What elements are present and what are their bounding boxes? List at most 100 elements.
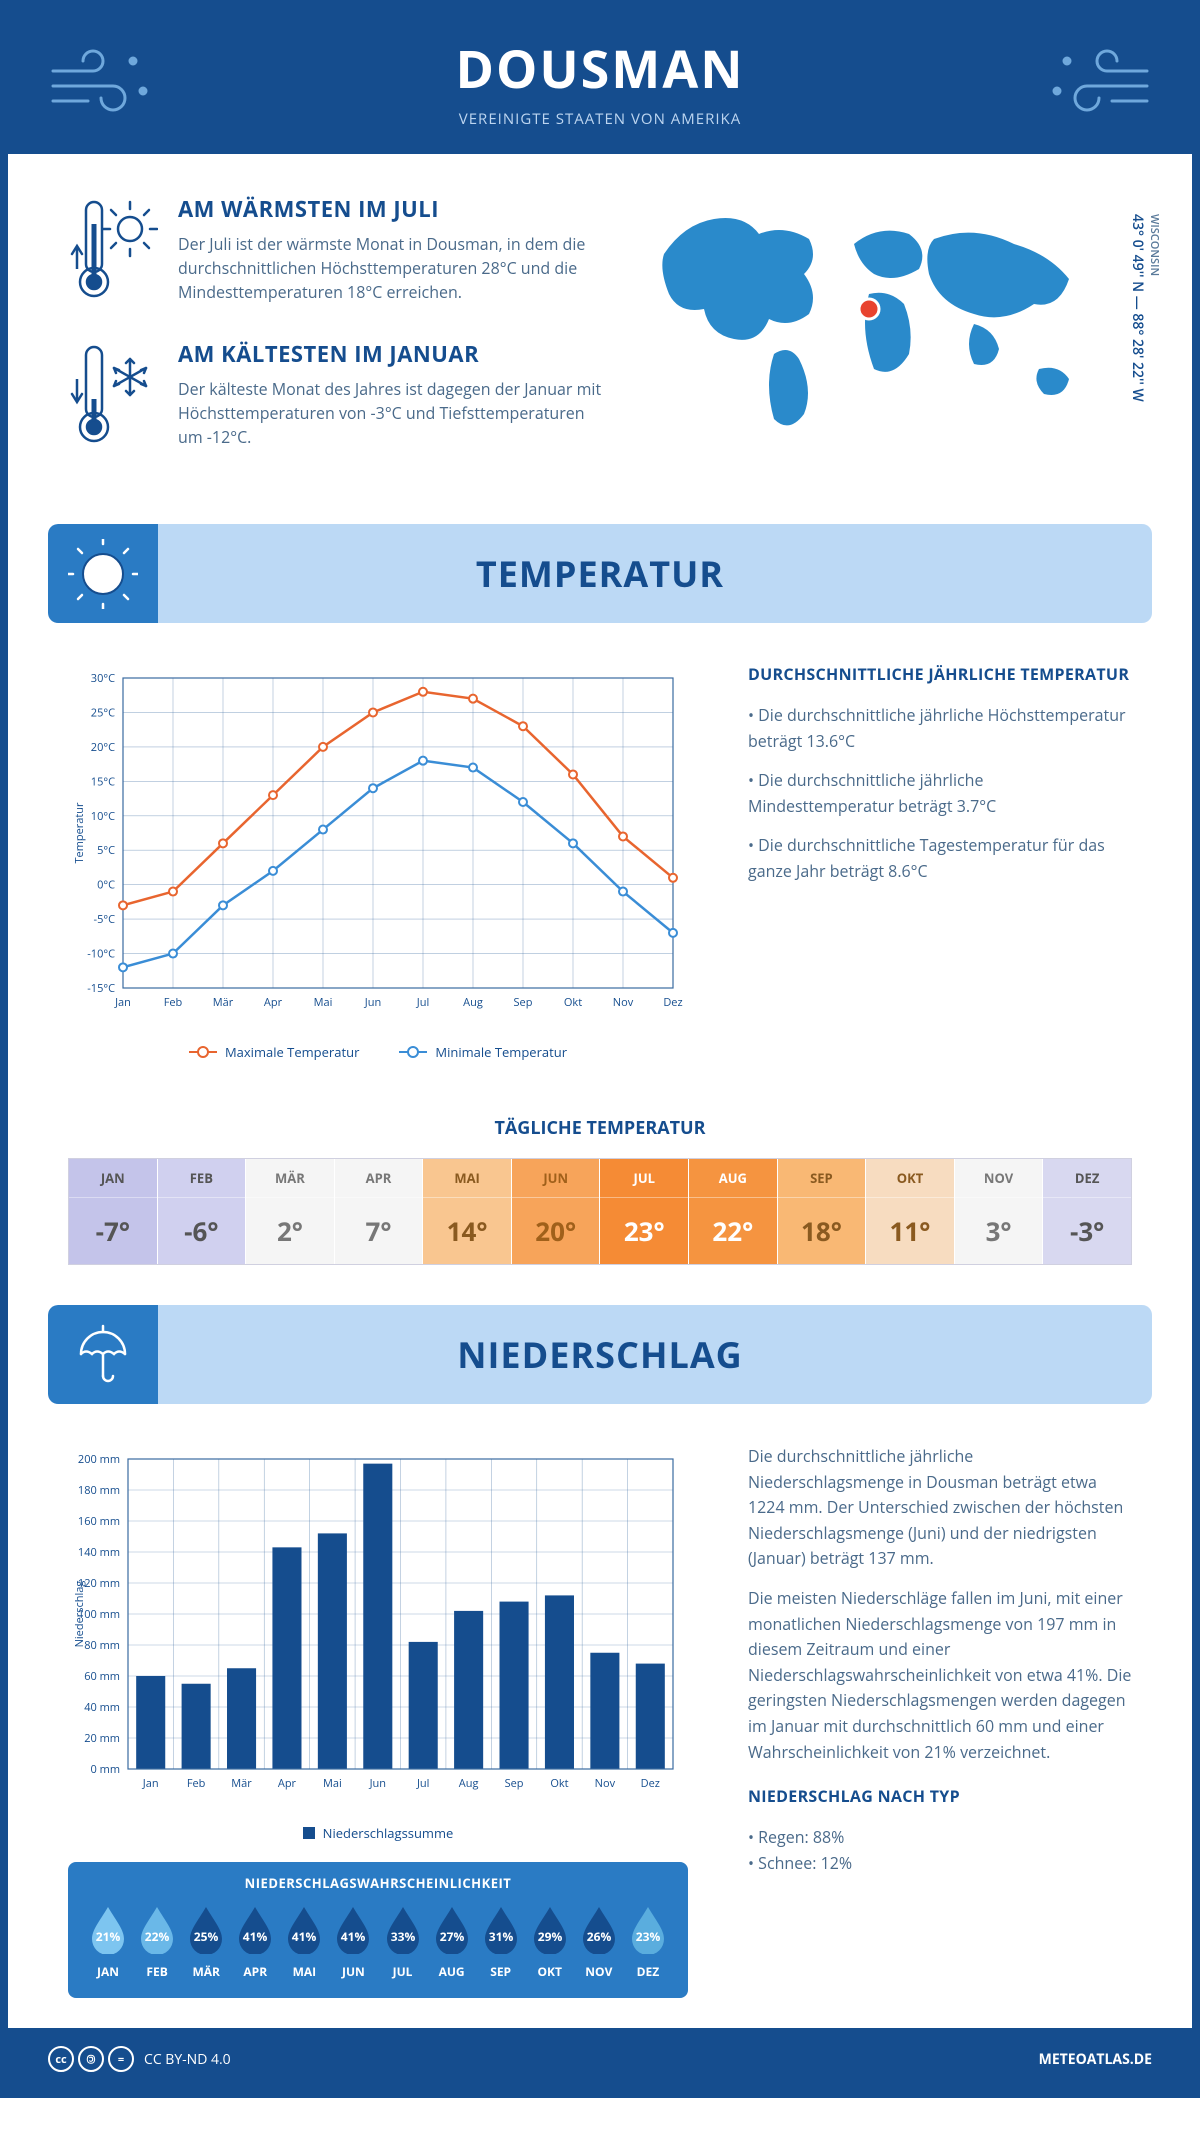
daily-temp-strip: JAN-7°FEB-6°MÄR2°APR7°MAI14°JUN20°JUL23°… — [68, 1158, 1132, 1265]
precip-p1: Die durchschnittliche jährliche Niedersc… — [748, 1444, 1132, 1572]
city-title: DOUSMAN — [48, 33, 1152, 104]
precip-legend: Niederschlagssumme — [68, 1824, 688, 1842]
svg-text:0°C: 0°C — [97, 878, 115, 893]
svg-text:Jul: Jul — [416, 995, 429, 1010]
svg-text:Nov: Nov — [613, 995, 634, 1010]
svg-text:21%: 21% — [96, 1928, 121, 1945]
temp-heading: TEMPERATUR — [48, 549, 1152, 598]
precipitation-chart: 0 mm20 mm40 mm60 mm80 mm100 mm120 mm140 … — [68, 1444, 688, 1804]
svg-text:Jan: Jan — [114, 995, 131, 1010]
sun-icon — [68, 539, 138, 609]
coldest-block: AM KÄLTESTEN IM JANUAR Der kälteste Mona… — [68, 339, 604, 454]
svg-text:Mär: Mär — [231, 1776, 252, 1791]
thermometer-cold-icon — [68, 339, 158, 449]
temp-legend: Maximale Temperatur Minimale Temperatur — [68, 1043, 688, 1061]
cold-title: AM KÄLTESTEN IM JANUAR — [178, 339, 604, 369]
svg-text:23%: 23% — [636, 1928, 661, 1945]
license-text: CC BY-ND 4.0 — [144, 2050, 231, 2069]
svg-text:Jun: Jun — [364, 995, 381, 1010]
svg-text:22%: 22% — [145, 1928, 170, 1945]
svg-text:Temperatur: Temperatur — [72, 802, 87, 864]
precip-rain: • Regen: 88% — [748, 1825, 1132, 1851]
svg-text:60 mm: 60 mm — [84, 1669, 120, 1684]
precip-snow: • Schnee: 12% — [748, 1851, 1132, 1877]
cc-icons: cc🄯= — [48, 2046, 134, 2072]
precip-p2: Die meisten Niederschläge fallen im Juni… — [748, 1586, 1132, 1765]
svg-text:33%: 33% — [390, 1928, 415, 1945]
svg-text:41%: 41% — [341, 1928, 366, 1945]
precip-banner: NIEDERSCHLAG — [48, 1305, 1152, 1404]
precip-content: 0 mm20 mm40 mm60 mm80 mm100 mm120 mm140 … — [8, 1434, 1192, 2028]
avg-daily: • Die durchschnittliche Tagestemperatur … — [748, 833, 1132, 884]
overview-section: AM WÄRMSTEN IM JULI Der Juli ist der wär… — [8, 154, 1192, 504]
svg-text:Sep: Sep — [505, 1776, 524, 1791]
svg-text:0 mm: 0 mm — [90, 1762, 120, 1777]
svg-text:26%: 26% — [587, 1928, 612, 1945]
svg-text:5°C: 5°C — [97, 843, 115, 858]
svg-text:180 mm: 180 mm — [78, 1483, 120, 1498]
svg-text:40 mm: 40 mm — [84, 1700, 120, 1715]
svg-text:Jun: Jun — [369, 1776, 386, 1791]
warm-text: Der Juli ist der wärmste Monat in Dousma… — [178, 232, 604, 304]
avg-temp-title: DURCHSCHNITTLICHE JÄHRLICHE TEMPERATUR — [748, 663, 1132, 685]
wind-icon-right — [1042, 41, 1152, 121]
svg-text:10°C: 10°C — [91, 809, 115, 824]
cold-text: Der kälteste Monat des Jahres ist dagege… — [178, 377, 604, 449]
svg-text:29%: 29% — [537, 1928, 562, 1945]
svg-text:Aug: Aug — [459, 1776, 479, 1791]
svg-text:Mai: Mai — [323, 1776, 342, 1791]
svg-text:-15°C: -15°C — [87, 981, 115, 996]
svg-text:27%: 27% — [439, 1928, 464, 1945]
avg-low: • Die durchschnittliche jährliche Mindes… — [748, 768, 1132, 819]
svg-text:Mär: Mär — [213, 995, 234, 1010]
svg-text:-10°C: -10°C — [87, 947, 115, 962]
svg-text:Sep: Sep — [514, 995, 533, 1010]
daily-temp-title: TÄGLICHE TEMPERATUR — [8, 1116, 1192, 1140]
svg-text:Nov: Nov — [595, 1776, 616, 1791]
svg-text:25°C: 25°C — [91, 705, 115, 720]
country-subtitle: VEREINIGTE STAATEN VON AMERIKA — [48, 109, 1152, 129]
svg-text:Okt: Okt — [550, 1776, 568, 1791]
svg-text:80 mm: 80 mm — [84, 1638, 120, 1653]
thermometer-hot-icon — [68, 194, 158, 304]
svg-text:Dez: Dez — [663, 995, 682, 1010]
warmest-block: AM WÄRMSTEN IM JULI Der Juli ist der wär… — [68, 194, 604, 309]
footer: cc🄯= CC BY-ND 4.0 METEOATLAS.DE — [8, 2028, 1192, 2090]
svg-text:Aug: Aug — [463, 995, 483, 1010]
svg-text:Feb: Feb — [164, 995, 183, 1010]
svg-text:25%: 25% — [194, 1928, 219, 1945]
svg-text:31%: 31% — [488, 1928, 513, 1945]
svg-text:Jul: Jul — [416, 1776, 429, 1791]
svg-text:140 mm: 140 mm — [78, 1545, 120, 1560]
svg-text:Mai: Mai — [314, 995, 333, 1010]
avg-high: • Die durchschnittliche jährliche Höchst… — [748, 703, 1132, 754]
coordinates: WISCONSIN43° 0' 49'' N — 88° 28' 22'' W — [1128, 214, 1162, 402]
svg-text:Apr: Apr — [264, 995, 283, 1010]
svg-text:15°C: 15°C — [91, 774, 115, 789]
svg-text:Niederschlag: Niederschlag — [72, 1581, 87, 1648]
svg-text:Apr: Apr — [278, 1776, 297, 1791]
svg-text:Dez: Dez — [641, 1776, 660, 1791]
world-map — [644, 194, 1132, 449]
svg-text:41%: 41% — [292, 1928, 317, 1945]
svg-text:20°C: 20°C — [91, 740, 115, 755]
precip-heading: NIEDERSCHLAG — [48, 1330, 1152, 1379]
site-name: METEOATLAS.DE — [1039, 2050, 1152, 2069]
svg-text:30°C: 30°C — [91, 671, 115, 686]
umbrella-icon — [71, 1322, 136, 1387]
svg-text:Feb: Feb — [187, 1776, 206, 1791]
header: DOUSMAN VEREINIGTE STAATEN VON AMERIKA — [8, 8, 1192, 154]
svg-text:20 mm: 20 mm — [84, 1731, 120, 1746]
infographic-frame: DOUSMAN VEREINIGTE STAATEN VON AMERIKA A… — [0, 0, 1200, 2098]
precip-type-title: NIEDERSCHLAG NACH TYP — [748, 1785, 1132, 1807]
svg-text:Okt: Okt — [564, 995, 582, 1010]
warm-title: AM WÄRMSTEN IM JULI — [178, 194, 604, 224]
wind-icon-left — [48, 41, 158, 121]
svg-text:-5°C: -5°C — [94, 912, 116, 927]
svg-text:200 mm: 200 mm — [78, 1452, 120, 1467]
precip-probability: NIEDERSCHLAGSWAHRSCHEINLICHKEIT 21%JAN22… — [68, 1862, 688, 1998]
temp-content: -15°C -10°C -5°C 0°C 5°C 10°C 15°C 20°C 25°C 30°C… — [8, 653, 1192, 1091]
temp-banner: TEMPERATUR — [48, 524, 1152, 623]
svg-text:41%: 41% — [243, 1928, 268, 1945]
svg-text:160 mm: 160 mm — [78, 1514, 120, 1529]
